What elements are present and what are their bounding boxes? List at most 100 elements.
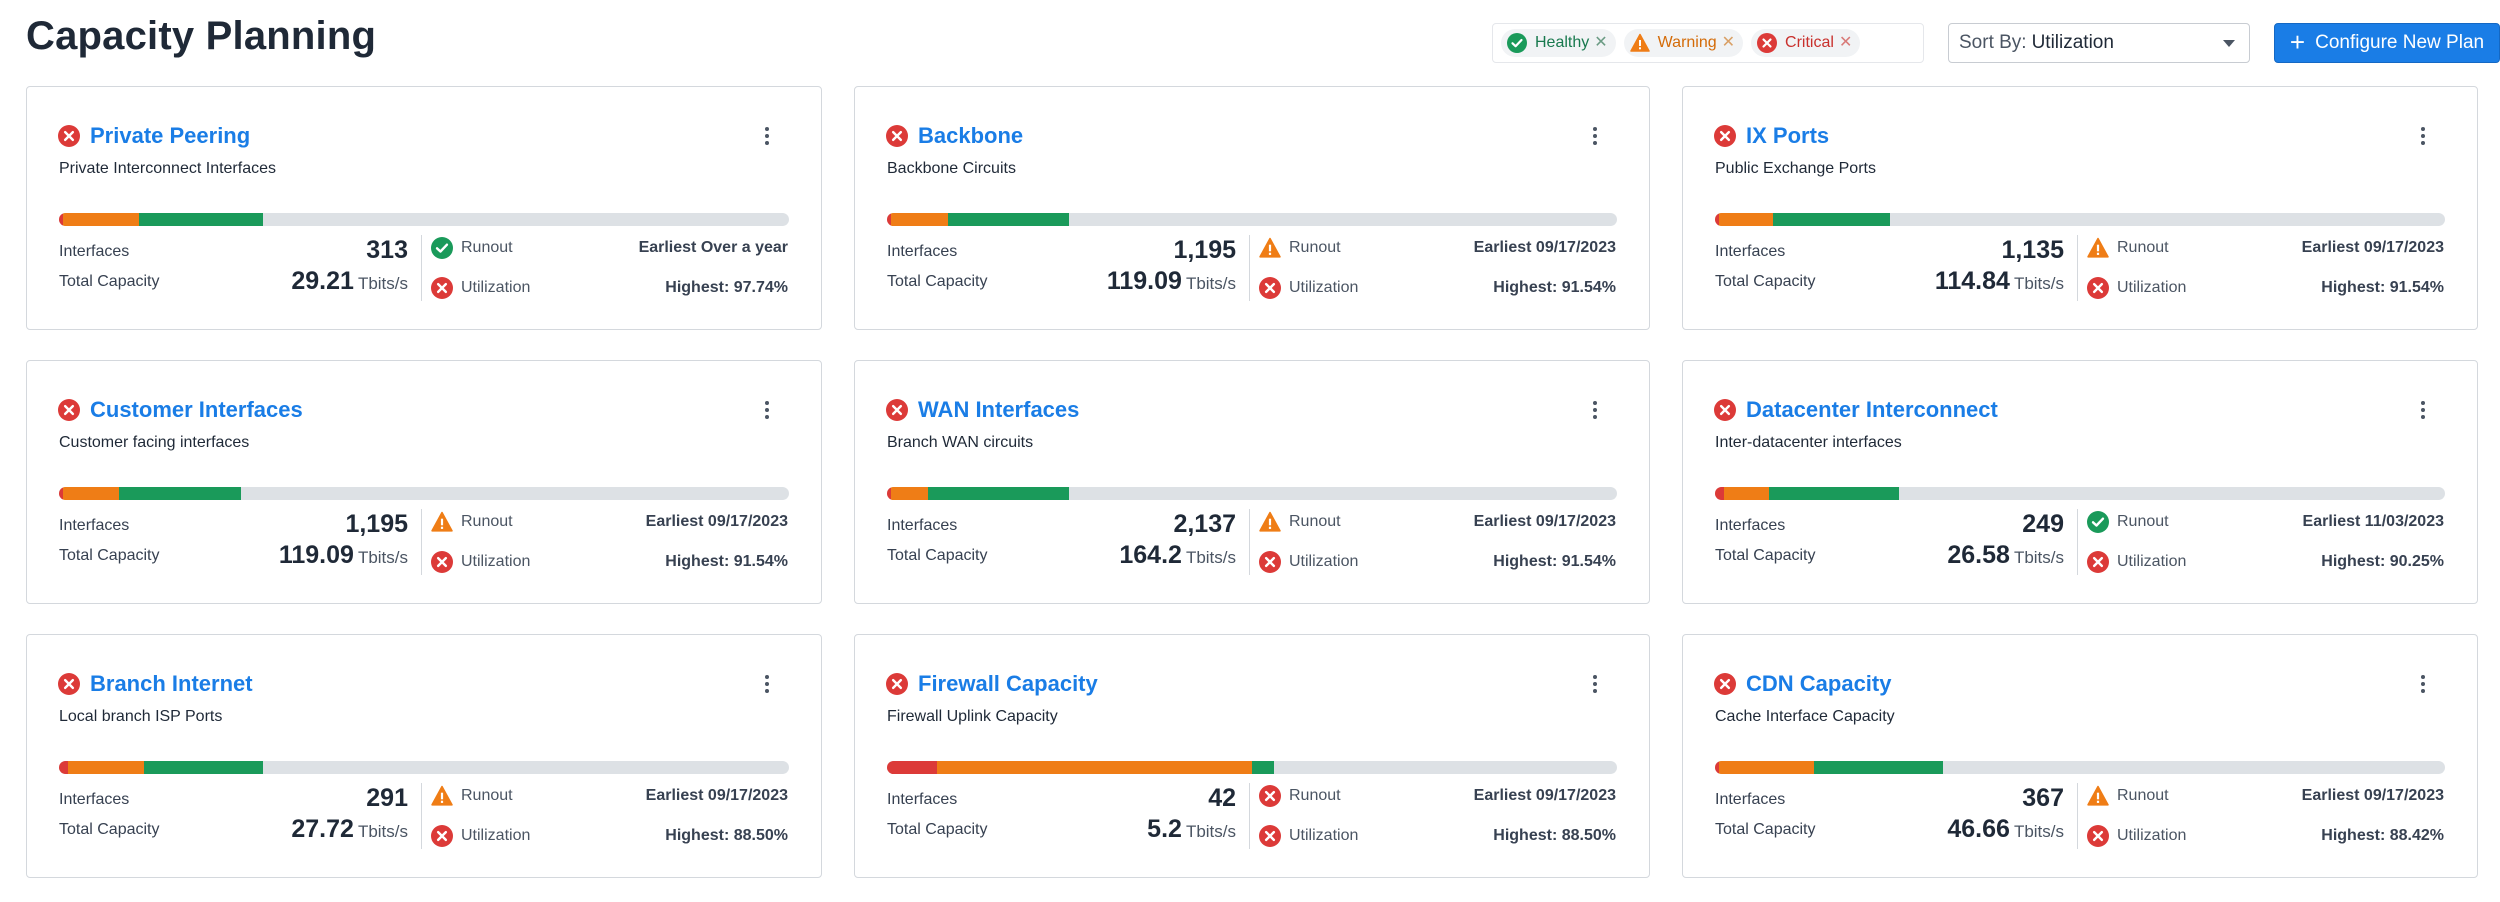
capacity-number: 119.09 — [1106, 267, 1182, 295]
x-circle-icon — [886, 673, 908, 695]
x-circle-icon — [58, 673, 80, 695]
plan-title[interactable]: CDN Capacity — [1746, 671, 1892, 696]
utilization-value: Highest: 91.54% — [665, 553, 788, 570]
interfaces-label: Interfaces — [887, 243, 958, 260]
x-circle-icon — [1259, 785, 1281, 807]
plan-title[interactable]: Firewall Capacity — [918, 671, 1098, 696]
interfaces-label: Interfaces — [59, 243, 130, 260]
plan-title[interactable]: IX Ports — [1746, 123, 1830, 148]
capacity-number: 46.66 — [1947, 815, 2010, 843]
plan-subtitle: Customer facing interfaces — [59, 434, 250, 451]
remove-filter-icon[interactable]: ✕ — [1838, 34, 1853, 51]
plan-subtitle: Inter-datacenter interfaces — [1715, 434, 1902, 451]
utilization-value: Highest: 88.42% — [2321, 827, 2444, 844]
x-circle-icon — [431, 277, 453, 299]
utilization-value: Highest: 91.54% — [2321, 279, 2444, 296]
more-options-icon[interactable] — [1585, 671, 1605, 697]
total-capacity-label: Total Capacity — [1715, 273, 1816, 290]
plan-title[interactable]: Backbone — [918, 123, 1024, 148]
total-capacity-label: Total Capacity — [1715, 547, 1816, 564]
total-capacity-value: 46.66 Tbits/s — [1947, 815, 2064, 844]
bar-segment-warning — [1719, 213, 1774, 226]
runout-label: Runout — [2117, 239, 2169, 256]
total-capacity-value: 119.09 Tbits/s — [1107, 267, 1236, 296]
plan-subtitle: Branch WAN circuits — [887, 434, 1034, 451]
more-options-icon[interactable] — [757, 397, 777, 423]
plan-subtitle: Private Interconnect Interfaces — [59, 160, 276, 177]
utilization-label: Utilization — [2117, 553, 2187, 570]
plan-title[interactable]: Datacenter Interconnect — [1746, 397, 1998, 422]
divider — [421, 509, 422, 575]
plan-card-ix-ports: IX Ports Public Exchange Ports Interface… — [1682, 86, 2478, 330]
divider — [2077, 235, 2078, 301]
interfaces-label: Interfaces — [1715, 517, 1786, 534]
utilization-value: Highest: 97.74% — [665, 279, 788, 296]
total-capacity-value: 29.21 Tbits/s — [291, 267, 408, 296]
interfaces-label: Interfaces — [59, 791, 130, 808]
status-filter-bar: Healthy ✕ Warning ✕ Critical ✕ — [1492, 23, 1924, 63]
filter-chip-critical[interactable]: Critical ✕ — [1751, 29, 1861, 57]
bar-segment-critical — [887, 213, 892, 226]
interfaces-value: 291 — [366, 784, 408, 812]
chevron-down-icon — [2223, 40, 2235, 47]
plan-subtitle: Local branch ISP Ports — [59, 708, 223, 725]
divider — [1249, 509, 1250, 575]
plan-title[interactable]: WAN Interfaces — [918, 397, 1080, 422]
sort-by-select[interactable]: Sort By: Utilization — [1948, 23, 2250, 63]
bar-segment-healthy — [1252, 761, 1274, 774]
capacity-unit: Tbits/s — [2013, 274, 2064, 293]
total-capacity-label: Total Capacity — [887, 273, 988, 290]
plan-title[interactable]: Customer Interfaces — [90, 397, 303, 422]
total-capacity-value: 119.09 Tbits/s — [279, 541, 408, 570]
more-options-icon[interactable] — [1585, 397, 1605, 423]
warning-triangle-icon — [2087, 237, 2109, 258]
bar-segment-critical — [1715, 213, 1720, 226]
more-options-icon[interactable] — [2413, 671, 2433, 697]
more-options-icon[interactable] — [1585, 123, 1605, 149]
plan-card-customer-interfaces: Customer Interfaces Customer facing inte… — [26, 360, 822, 604]
bar-segment-critical — [59, 213, 64, 226]
total-capacity-value: 114.84 Tbits/s — [1935, 267, 2064, 296]
total-capacity-value: 26.58 Tbits/s — [1947, 541, 2064, 570]
filter-chip-healthy[interactable]: Healthy ✕ — [1501, 29, 1616, 57]
warning-triangle-icon — [1259, 237, 1281, 258]
bar-segment-critical — [59, 761, 68, 774]
runout-value: Earliest 09/17/2023 — [645, 513, 788, 530]
remove-filter-icon[interactable]: ✕ — [1594, 34, 1608, 51]
plan-card-private-peering: Private Peering Private Interconnect Int… — [26, 86, 822, 330]
more-options-icon[interactable] — [757, 123, 777, 149]
total-capacity-label: Total Capacity — [59, 273, 160, 290]
divider — [2077, 509, 2078, 575]
plan-title[interactable]: Branch Internet — [90, 671, 253, 696]
runout-label: Runout — [1289, 787, 1341, 804]
plan-card-firewall-capacity: Firewall Capacity Firewall Uplink Capaci… — [854, 634, 1650, 878]
plan-title[interactable]: Private Peering — [90, 123, 251, 148]
total-capacity-value: 5.2 Tbits/s — [1147, 815, 1236, 844]
runout-label: Runout — [1289, 239, 1341, 256]
plan-subtitle: Cache Interface Capacity — [1715, 708, 1895, 725]
interfaces-value: 313 — [366, 236, 408, 264]
total-capacity-label: Total Capacity — [887, 547, 988, 564]
interfaces-label: Interfaces — [887, 791, 958, 808]
utilization-bar — [59, 761, 789, 774]
filter-chip-label: Healthy — [1535, 34, 1590, 51]
configure-button-label: Configure New Plan — [2315, 32, 2485, 53]
plan-card-grid: Private Peering Private Interconnect Int… — [26, 86, 2478, 878]
runout-label: Runout — [2117, 787, 2169, 804]
utilization-label: Utilization — [1289, 279, 1359, 296]
bar-segment-critical — [887, 761, 937, 774]
check-circle-icon — [1507, 33, 1527, 53]
remove-filter-icon[interactable]: ✕ — [1721, 34, 1736, 51]
more-options-icon[interactable] — [2413, 123, 2433, 149]
capacity-unit: Tbits/s — [357, 548, 408, 567]
more-options-icon[interactable] — [757, 671, 777, 697]
capacity-unit: Tbits/s — [357, 822, 408, 841]
configure-new-plan-button[interactable]: + Configure New Plan — [2274, 23, 2500, 63]
more-options-icon[interactable] — [2413, 397, 2433, 423]
bar-segment-healthy — [1773, 213, 1891, 226]
capacity-number: 114.84 — [1934, 267, 2010, 295]
capacity-unit: Tbits/s — [1185, 274, 1236, 293]
total-capacity-value: 164.2 Tbits/s — [1119, 541, 1236, 570]
interfaces-label: Interfaces — [1715, 243, 1786, 260]
filter-chip-warning[interactable]: Warning ✕ — [1623, 29, 1744, 57]
